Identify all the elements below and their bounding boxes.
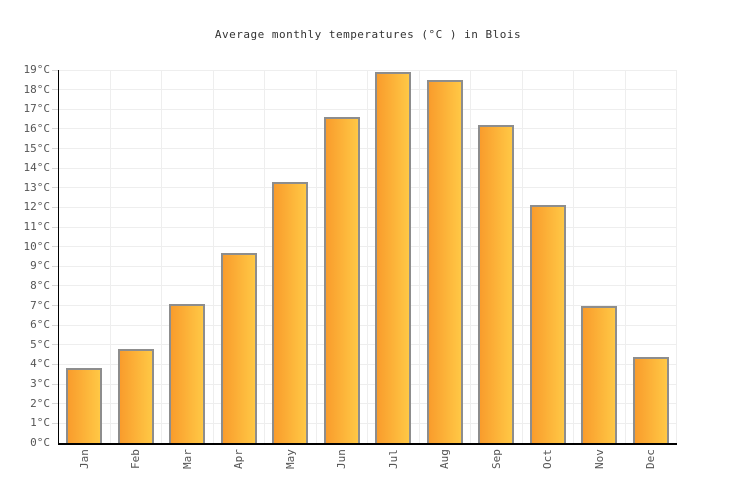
- y-tick: [52, 187, 58, 189]
- y-tick: [52, 265, 58, 267]
- plot-area: [57, 69, 677, 445]
- y-tick: [52, 422, 58, 424]
- y-tick: [52, 167, 58, 169]
- y-tick-label: 0°C: [30, 436, 50, 449]
- gridline-vertical: [109, 70, 111, 443]
- gridline-vertical: [521, 70, 523, 443]
- y-tick-label: 1°C: [30, 416, 50, 430]
- gridline-vertical: [315, 70, 317, 443]
- gridline-vertical: [212, 70, 214, 443]
- y-tick-label: 10°C: [23, 239, 51, 253]
- gridline-vertical: [624, 70, 626, 443]
- bar-mar: [169, 303, 206, 443]
- y-tick: [52, 324, 58, 326]
- y-tick: [52, 285, 58, 287]
- y-tick-label: 17°C: [23, 102, 51, 116]
- y-tick-label: 18°C: [23, 82, 51, 96]
- bar-aug: [426, 79, 463, 443]
- x-tick-label-aug: Aug: [438, 449, 452, 469]
- x-tick-label-jan: Jan: [77, 449, 91, 469]
- y-tick-label: 14°C: [23, 161, 51, 175]
- gridline-vertical: [573, 70, 574, 443]
- x-tick-label-mar: Mar: [180, 449, 194, 469]
- x-tick-label-sep: Sep: [489, 449, 503, 469]
- x-tick-label-apr: Apr: [232, 449, 246, 469]
- x-tick-label-jun: Jun: [335, 449, 349, 469]
- x-tick-label-dec: Dec: [644, 449, 658, 469]
- y-tick-label: 13°C: [23, 180, 51, 194]
- y-tick-label: 7°C: [30, 298, 50, 312]
- y-tick-label: 8°C: [30, 278, 50, 292]
- y-tick-label: 5°C: [30, 337, 50, 351]
- y-tick: [52, 344, 58, 346]
- bar-may: [272, 181, 309, 443]
- y-tick-label: 4°C: [30, 357, 50, 371]
- y-tick-label: 12°C: [23, 200, 51, 214]
- y-tick: [52, 89, 58, 91]
- bar-nov: [581, 305, 618, 443]
- bar-oct: [529, 205, 566, 443]
- x-tick-label-jul: Jul: [386, 449, 400, 469]
- bar-apr: [220, 252, 257, 443]
- y-tick-label: 9°C: [30, 259, 50, 273]
- y-tick: [52, 226, 58, 228]
- y-tick: [52, 383, 58, 385]
- y-tick-label: 19°C: [23, 63, 51, 76]
- gridline-vertical: [264, 70, 265, 443]
- y-tick: [52, 246, 58, 248]
- gridline-vertical: [161, 70, 162, 443]
- x-tick-label-oct: Oct: [541, 449, 555, 469]
- y-tick: [52, 403, 58, 405]
- y-tick-label: 6°C: [30, 318, 50, 332]
- y-tick: [52, 363, 58, 365]
- gridline-vertical: [470, 70, 471, 443]
- y-tick: [52, 128, 58, 130]
- bar-jul: [375, 71, 412, 443]
- y-tick-label: 16°C: [23, 121, 51, 135]
- bar-jun: [323, 117, 360, 443]
- gridline-vertical: [418, 70, 420, 443]
- y-tick: [52, 148, 58, 150]
- y-tick-label: 3°C: [30, 377, 50, 391]
- y-tick-label: 15°C: [23, 141, 51, 155]
- x-tick-label-feb: Feb: [129, 449, 143, 469]
- bar-dec: [632, 356, 669, 443]
- gridline-vertical: [367, 70, 368, 443]
- y-tick-label: 2°C: [30, 396, 50, 410]
- y-tick: [52, 69, 58, 71]
- y-tick: [52, 305, 58, 307]
- bar-sep: [478, 124, 515, 443]
- y-tick: [52, 206, 58, 208]
- y-tick: [52, 108, 58, 110]
- bar-feb: [117, 348, 154, 443]
- bar-jan: [66, 368, 103, 443]
- x-tick-label-may: May: [283, 449, 297, 469]
- chart-title: Average monthly temperatures (°C ) in Bl…: [214, 28, 522, 41]
- gridline-vertical: [676, 70, 677, 443]
- y-tick-label: 11°C: [23, 220, 51, 234]
- x-tick-label-nov: Nov: [592, 449, 606, 469]
